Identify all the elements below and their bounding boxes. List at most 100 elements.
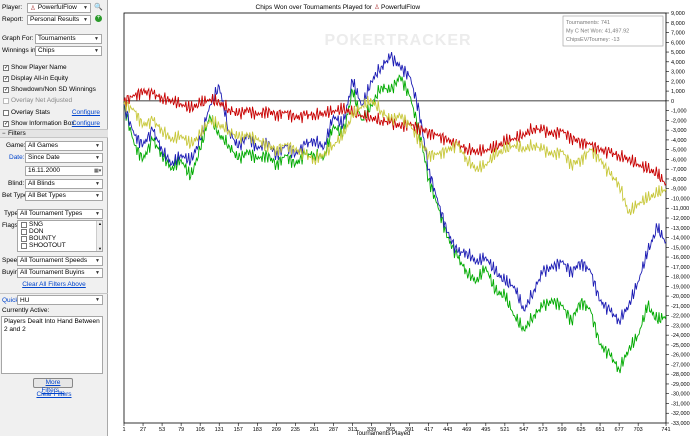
type-label: Type: [4, 210, 20, 217]
chevron-down-icon: ▼ [95, 210, 100, 217]
overlay-stats-configure-link[interactable]: Configure [71, 109, 100, 116]
graph-for-label: Graph For: [2, 35, 34, 42]
show-player-name-checkbox[interactable]: ✓ [3, 64, 9, 71]
clear-all-filters-above-link[interactable]: Clear All Filters Above [22, 281, 86, 288]
clear-filters-link[interactable]: Clear Filters [36, 391, 72, 398]
quick-select[interactable]: HU ▼ [17, 295, 103, 305]
game-row: Game: All Games ▼ [0, 140, 108, 151]
active-filters-box: Players Dealt Into Hand Between 2 and 2 [1, 316, 103, 374]
flag-checkbox[interactable] [21, 235, 27, 242]
flag-item-shootout[interactable]: SHOOTOUT [18, 242, 102, 249]
info-box-configure-link[interactable]: Configure [71, 120, 100, 127]
buyin-label: Buyin: [2, 269, 21, 276]
flag-checkbox[interactable] [21, 221, 27, 228]
x-tick-label: 1 [122, 427, 125, 433]
overlay-net-adjusted-label: Overlay Net Adjusted [11, 97, 73, 104]
bet-type-select[interactable]: All Bet Types ▼ [25, 190, 103, 201]
flags-scrollbar[interactable]: ▲ ▼ [96, 221, 102, 251]
flag-checkbox[interactable] [21, 228, 27, 235]
chevron-down-icon: ▼ [95, 192, 100, 199]
display-allin-equity-row[interactable]: ✓ Display All-in Equity [0, 73, 108, 84]
winnings-in-select[interactable]: Chips ▼ [35, 45, 102, 56]
winnings-in-value: Chips [38, 47, 55, 54]
flag-label: SHOOTOUT [29, 242, 66, 249]
chevron-down-icon: ▼ [95, 154, 100, 161]
y-tick-label: -25,000 [671, 343, 690, 349]
game-value: All Games [28, 142, 58, 149]
graph-for-value: Tournaments [38, 35, 76, 42]
game-select[interactable]: All Games ▼ [25, 140, 103, 151]
y-tick-label: -1,000 [671, 109, 687, 115]
series-line-yellow [123, 95, 667, 216]
show-info-box-row[interactable]: ✓ Show Information Box Configure [0, 118, 108, 129]
scroll-down-icon[interactable]: ▼ [98, 246, 102, 251]
calendar-dropdown-icon[interactable]: ▦▾ [94, 167, 102, 174]
speed-select[interactable]: All Tournament Speeds ▼ [17, 255, 103, 266]
y-tick-label: -24,000 [671, 333, 690, 339]
date-input[interactable]: 16.11.2000 ▦▾ [25, 165, 103, 176]
y-tick-label: 9,000 [671, 11, 685, 17]
x-tick-label: 651 [595, 427, 604, 433]
graph-for-select[interactable]: Tournaments ▼ [35, 33, 102, 44]
date-label[interactable]: Date: [9, 154, 25, 161]
scroll-up-icon[interactable]: ▲ [98, 221, 102, 226]
flag-item-sng[interactable]: SNG [18, 221, 102, 228]
display-allin-equity-checkbox[interactable]: ✓ [3, 75, 9, 82]
flags-list[interactable]: SNG DON BOUNTY SHOOTOUT ▲ ▼ [17, 220, 103, 252]
blind-select[interactable]: All Blinds ▼ [25, 178, 103, 189]
report-value: Personal Results [30, 16, 80, 23]
x-tick-label: 741 [661, 427, 670, 433]
y-tick-label: -2,000 [671, 118, 687, 124]
y-tick-label: -33,000 [671, 421, 690, 427]
overlay-stats-checkbox[interactable] [3, 109, 9, 116]
x-tick-label: 27 [140, 427, 146, 433]
overlay-net-adjusted-row[interactable]: Overlay Net Adjusted [0, 95, 108, 106]
type-row: Type: All Tournament Types ▼ [0, 208, 108, 219]
info-box-line: My C Net Won: 41,497.92 [566, 29, 629, 35]
x-tick-label: 495 [481, 427, 490, 433]
flag-item-don[interactable]: DON [18, 228, 102, 235]
report-select[interactable]: Personal Results ▼ [27, 14, 91, 25]
x-tick-label: 261 [310, 427, 319, 433]
x-tick-label: 53 [159, 427, 165, 433]
player-value: PowerfulFlow [37, 4, 77, 11]
chart-series [123, 52, 667, 374]
y-tick-label: -19,000 [671, 284, 690, 290]
date-input-value: 16.11.2000 [28, 167, 61, 174]
flag-checkbox[interactable] [21, 242, 27, 249]
show-info-box-checkbox[interactable]: ✓ [3, 120, 9, 127]
buyin-select[interactable]: All Tournament Buyins ▼ [17, 267, 103, 278]
more-filters-button[interactable]: More Filters... [33, 378, 73, 394]
show-player-name-row[interactable]: ✓ Show Player Name [0, 62, 108, 73]
add-report-icon[interactable]: + [95, 15, 102, 22]
y-tick-label: -13,000 [671, 226, 690, 232]
player-icon: ♙ [374, 3, 380, 11]
y-tick-label: -28,000 [671, 372, 690, 378]
filters-header[interactable]: Filters [0, 129, 108, 138]
x-tick-label: 209 [272, 427, 281, 433]
more-filters-label: More Filters... [41, 379, 65, 394]
graph-for-row: Graph For: Tournaments ▼ [0, 33, 108, 44]
flag-item-bounty[interactable]: BOUNTY [18, 235, 102, 242]
y-tick-label: -16,000 [671, 255, 690, 261]
player-search-icon[interactable]: 🔍 [94, 4, 103, 11]
showdown-winnings-checkbox[interactable]: ✓ [3, 86, 9, 93]
y-tick-label: -11,000 [671, 206, 689, 212]
y-tick-label: 6,000 [671, 40, 685, 46]
chips-won-chart: POKERTRACKER Chips Won over Tournaments … [122, 3, 690, 436]
showdown-winnings-row[interactable]: ✓ Showdown/Non SD Winnings [0, 84, 108, 95]
x-tick-label: 547 [519, 427, 528, 433]
overlay-stats-row[interactable]: Overlay Stats Configure [0, 107, 108, 118]
overlay-stats-label: Overlay Stats [11, 109, 51, 116]
quick-label[interactable]: Quick: [2, 296, 21, 304]
display-allin-equity-label: Display All-in Equity [11, 75, 69, 82]
overlay-net-adjusted-checkbox[interactable] [3, 97, 9, 104]
y-tick-label: -8,000 [671, 177, 687, 183]
x-tick-label: 677 [615, 427, 624, 433]
x-tick-label: 365 [386, 427, 395, 433]
date-select[interactable]: Since Date ▼ [25, 152, 103, 163]
type-select[interactable]: All Tournament Types ▼ [17, 208, 103, 219]
chevron-down-icon: ▼ [95, 297, 100, 303]
y-tick-label: -9,000 [671, 187, 687, 193]
player-select[interactable]: ♙ PowerfulFlow ▼ [27, 2, 91, 13]
